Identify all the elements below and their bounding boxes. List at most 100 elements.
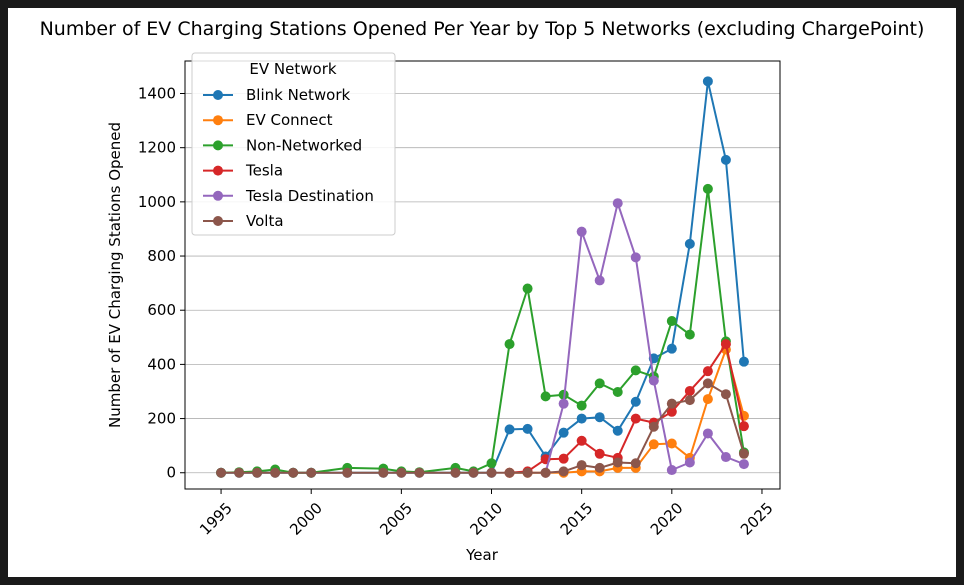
legend-item-blink-network: Blink Network: [203, 86, 351, 104]
data-point-volta: [234, 467, 245, 478]
data-point-tesla-destination: [594, 275, 605, 286]
data-point-non-networked: [576, 400, 587, 411]
line-chart: Number of EV Charging Stations Opened Pe…: [40, 18, 925, 564]
y-tick-label: 1400: [138, 85, 176, 103]
data-point-volta: [396, 467, 407, 478]
x-tick-label: 2020: [647, 499, 687, 539]
data-point-volta: [270, 467, 281, 478]
data-point-tesla-destination: [684, 457, 695, 468]
data-point-tesla-destination: [576, 226, 587, 237]
series-line-volta: [221, 382, 745, 474]
data-point-volta: [486, 467, 497, 478]
data-point-tesla: [666, 406, 677, 417]
data-point-tesla-destination: [702, 428, 713, 439]
y-tick-label: 600: [147, 301, 176, 319]
y-tick-label: 1000: [138, 193, 176, 211]
data-point-non-networked: [486, 458, 497, 469]
legend-swatch-marker: [213, 140, 223, 151]
data-point-blink-network: [504, 424, 515, 435]
series-tesla: [504, 339, 749, 478]
data-point-tesla: [720, 339, 731, 350]
data-point-tesla: [558, 453, 569, 464]
data-point-non-networked: [666, 316, 677, 327]
y-tick-label: 0: [166, 464, 176, 482]
data-point-volta: [648, 421, 659, 432]
data-point-blink-network: [720, 154, 731, 165]
legend-swatch-marker: [213, 115, 223, 126]
data-point-non-networked: [594, 378, 605, 389]
data-point-ev-connect: [702, 394, 713, 405]
data-point-non-networked: [612, 387, 623, 398]
data-point-ev-connect: [648, 439, 659, 450]
data-point-non-networked: [630, 365, 641, 376]
data-point-volta: [558, 466, 569, 477]
data-point-volta: [684, 395, 695, 406]
legend-title: EV Network: [249, 60, 336, 78]
data-point-blink-network: [630, 396, 641, 407]
x-tick-label: 2025: [737, 499, 777, 539]
legend-swatch-marker: [213, 216, 223, 226]
y-tick-label: 1200: [138, 139, 176, 157]
data-point-volta: [216, 467, 227, 478]
legend-box: [191, 52, 396, 236]
data-point-tesla-destination: [612, 198, 623, 209]
legend-swatch-marker: [213, 90, 223, 100]
legend-swatch-marker: [213, 190, 223, 201]
series-volta: [216, 378, 749, 478]
data-point-volta: [612, 457, 623, 468]
data-point-volta: [450, 467, 461, 478]
x-tick-label: 2010: [467, 499, 507, 539]
data-point-volta: [666, 398, 677, 409]
legend-item-non-networked: Non-Networked: [203, 136, 362, 154]
data-point-non-networked: [504, 339, 515, 350]
data-point-volta: [468, 467, 479, 478]
data-point-volta: [738, 448, 749, 459]
data-point-tesla: [738, 421, 749, 432]
data-point-volta: [306, 467, 317, 478]
y-tick-label: 200: [147, 410, 176, 428]
data-point-tesla: [630, 413, 641, 424]
data-point-non-networked: [522, 283, 533, 294]
x-tick-label: 1995: [196, 499, 236, 539]
data-point-tesla-destination: [738, 459, 749, 470]
x-axis-label: Year: [465, 546, 499, 564]
legend-label: Non-Networked: [246, 136, 362, 154]
data-point-blink-network: [594, 412, 605, 423]
y-axis-label: Number of EV Charging Stations Opened: [106, 122, 124, 428]
data-point-blink-network: [612, 425, 623, 436]
legend-item-volta: Volta: [203, 212, 284, 230]
plot-area-border: [184, 60, 781, 490]
data-point-non-networked: [702, 183, 713, 194]
chart-title: Number of EV Charging Stations Opened Pe…: [40, 18, 925, 40]
legend-items: Blink Network EV Connect Non-Networked Tesl…: [203, 86, 374, 230]
data-point-tesla-destination: [630, 252, 641, 263]
data-point-volta: [540, 467, 551, 478]
legend-label: Volta: [246, 212, 284, 230]
data-point-volta: [288, 467, 299, 478]
x-tick-label: 2005: [376, 499, 416, 539]
series-tesla-destination: [540, 198, 749, 478]
data-point-blink-network: [684, 238, 695, 249]
data-point-tesla-destination: [648, 375, 659, 386]
legend-item-tesla-destination: Tesla Destination: [203, 187, 374, 205]
data-point-blink-network: [702, 76, 713, 87]
data-point-blink-network: [576, 413, 587, 424]
legend-swatch-marker: [213, 165, 223, 176]
chart-frame: Number of EV Charging Stations Opened Pe…: [8, 8, 956, 577]
y-tick-label: 400: [147, 355, 176, 373]
data-point-volta: [414, 467, 425, 478]
legend-item-ev-connect: EV Connect: [203, 111, 333, 129]
data-point-ev-connect: [666, 438, 677, 449]
x-tick-label: 2000: [286, 499, 326, 539]
data-point-blink-network: [558, 427, 569, 438]
legend-label: EV Connect: [246, 111, 333, 129]
x-tick-label: 2015: [557, 499, 597, 539]
data-point-tesla-destination: [666, 465, 677, 476]
legend-label: Tesla Destination: [245, 187, 374, 205]
data-point-volta: [378, 467, 389, 478]
legend: EV Network Blink Network EV Connect Non-Ne…: [191, 52, 396, 236]
data-point-volta: [252, 467, 263, 478]
data-point-volta: [522, 467, 533, 478]
data-point-volta: [576, 460, 587, 471]
data-point-tesla: [702, 366, 713, 377]
